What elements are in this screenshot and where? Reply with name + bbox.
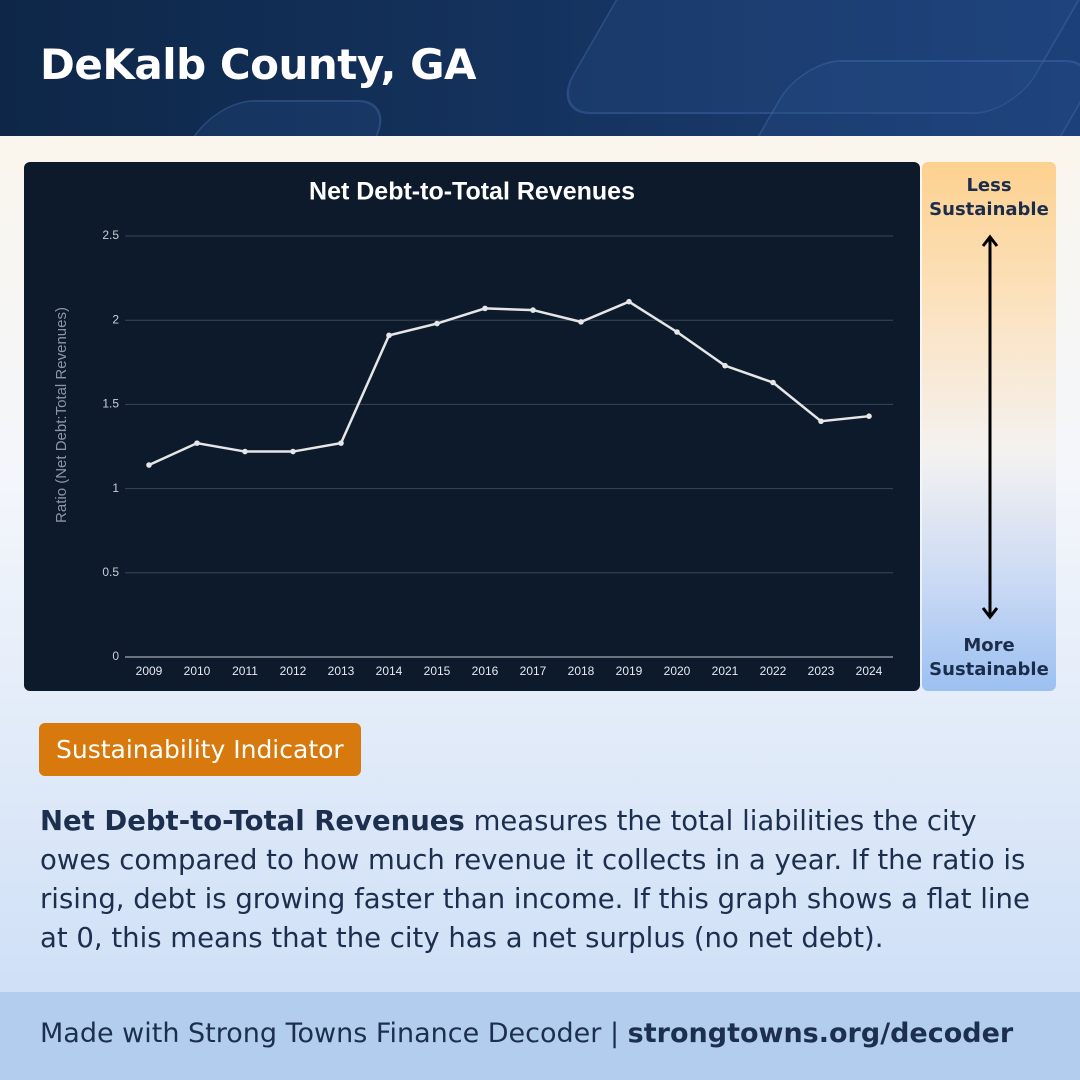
description: Net Debt-to-Total Revenues measures the … bbox=[40, 802, 1040, 958]
data-point bbox=[194, 440, 200, 446]
footer-link: strongtowns.org/decoder bbox=[627, 1018, 1014, 1049]
decor bbox=[165, 100, 399, 136]
x-tick-label: 2013 bbox=[328, 664, 355, 678]
x-tick-label: 2016 bbox=[472, 664, 499, 678]
data-point bbox=[386, 332, 392, 339]
data-point bbox=[530, 307, 536, 313]
y-tick-label: 0 bbox=[112, 649, 119, 663]
footer: Made with Strong Towns Finance Decoder |… bbox=[0, 992, 1080, 1080]
y-tick-label: 1.5 bbox=[102, 397, 119, 411]
x-tick-label: 2010 bbox=[184, 664, 211, 678]
data-point bbox=[770, 379, 776, 386]
y-tick-label: 1 bbox=[112, 481, 119, 495]
data-point bbox=[290, 448, 296, 455]
data-point bbox=[866, 413, 872, 419]
x-tick-label: 2021 bbox=[712, 664, 739, 678]
scale-arrow bbox=[981, 234, 999, 620]
data-point bbox=[578, 319, 584, 325]
x-tick-label: 2019 bbox=[616, 664, 643, 678]
x-tick-label: 2020 bbox=[664, 664, 691, 678]
data-point bbox=[482, 305, 488, 312]
data-point bbox=[722, 362, 728, 369]
data-point bbox=[674, 329, 680, 335]
y-tick-label: 0.5 bbox=[102, 565, 119, 579]
scale-bottom-label: More Sustainable bbox=[929, 635, 1049, 680]
series-line bbox=[148, 300, 870, 467]
x-tick-label: 2014 bbox=[376, 664, 403, 678]
x-tick-label: 2024 bbox=[856, 664, 883, 678]
y-tick-label: 2.5 bbox=[102, 228, 119, 242]
x-tick-label: 2012 bbox=[280, 664, 307, 678]
x-tick-label: 2023 bbox=[808, 664, 835, 678]
data-point bbox=[338, 440, 344, 446]
data-point bbox=[818, 418, 824, 425]
chart: Net Debt-to-Total Revenues Ratio (Net De… bbox=[24, 162, 920, 691]
data-point bbox=[242, 448, 248, 455]
y-axis-label: Ratio (Net Debt:Total Revenues) bbox=[53, 307, 70, 523]
x-tick-label: 2018 bbox=[568, 664, 595, 678]
x-tick-label: 2011 bbox=[232, 664, 258, 678]
x-tick-label: 2017 bbox=[520, 664, 547, 678]
footer-text: Made with Strong Towns Finance Decoder | bbox=[40, 1018, 620, 1049]
sustainability-scale: Less Sustainable More Sustainable bbox=[922, 162, 1056, 691]
x-tick-label: 2015 bbox=[424, 664, 451, 678]
indicator-badge: Sustainability Indicator bbox=[39, 723, 361, 776]
scale-top-label: Less Sustainable bbox=[929, 175, 1049, 220]
chart-title: Net Debt-to-Total Revenues bbox=[309, 178, 635, 206]
y-tick-label: 2 bbox=[112, 312, 119, 326]
header: DeKalb County, GA bbox=[0, 0, 1080, 136]
data-point bbox=[626, 298, 632, 305]
data-point bbox=[434, 320, 440, 327]
description-term: Net Debt-to-Total Revenues bbox=[40, 805, 465, 837]
description-text: measures the total liabilities the city … bbox=[40, 805, 1030, 954]
page-title: DeKalb County, GA bbox=[40, 40, 477, 89]
x-tick-label: 2009 bbox=[136, 664, 163, 678]
x-tick-label: 2022 bbox=[760, 664, 787, 678]
data-point bbox=[146, 462, 152, 468]
